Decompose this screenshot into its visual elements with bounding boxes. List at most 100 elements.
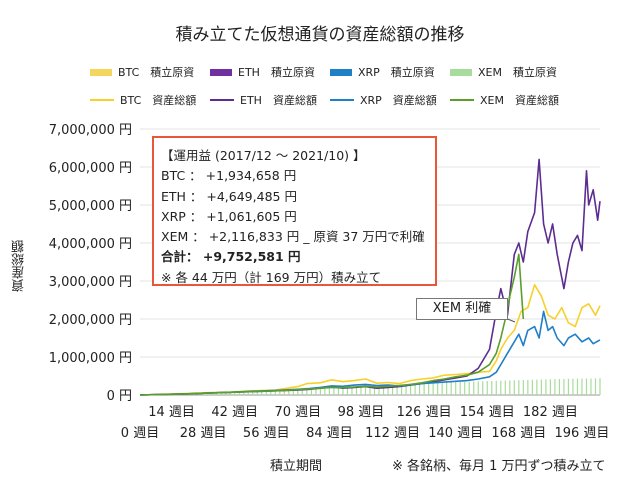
x-tick-label: 14 週目 [148,405,195,420]
principal-bar [265,389,267,395]
x-tick-label: 140 週目 [428,426,483,441]
principal-bar [288,388,290,395]
legend-row-principal: BTC 積立原資 ETH 積立原資 XRP 積立原資 XEM 積立原資 [90,58,630,86]
principal-bar [409,383,412,395]
summary-note: ※ 各 44 万円（計 169 万円）積み立て [161,269,382,285]
principal-bar [554,379,556,395]
y-tick-label: 1,000,000 円 [49,351,132,366]
principal-bar [297,388,299,395]
principal-bar [301,388,303,395]
principal-bar [594,378,597,395]
principal-bar [400,384,403,395]
principal-bar [567,378,570,395]
y-tick-label: 7,000,000 円 [49,123,132,138]
principal-bar [342,386,344,395]
y-tick-label: 3,000,000 円 [49,275,132,290]
series-line-xrp [139,310,601,396]
principal-bar [563,378,565,395]
principal-bar [315,387,317,395]
x-axis-title: 積立期間 [270,459,323,474]
y-tick-label: 5,000,000 円 [49,199,132,214]
principal-bar [337,387,340,395]
principal-bar [590,378,592,395]
legend-swatch [450,68,472,76]
principal-bar [545,379,547,395]
principal-bar [405,384,407,395]
principal-bar [396,384,398,395]
principal-bar [522,379,524,395]
principal-bar [446,382,448,395]
principal-bar [274,389,276,395]
principal-bar [238,391,240,395]
legend-label: ETH 資産総額 [240,94,317,107]
legend-label: BTC 積立原資 [118,66,195,79]
legend: BTC 積立原資 ETH 積立原資 XRP 積立原資 XEM 積立原資 BTC … [90,58,630,114]
legend-item-eth-total: ETH 資産総額 [210,92,330,108]
legend-item-xem-total: XEM 資産総額 [450,92,570,108]
x-tick-label: 182 週目 [523,405,578,420]
principal-bar [270,389,272,395]
principal-bar [581,378,583,395]
legend-item-btc-total: BTC 資産総額 [90,92,210,108]
principal-bar [414,383,416,395]
principal-bar [319,387,321,395]
principal-bar [310,388,312,395]
principal-bar [292,388,294,395]
x-tick-label: 56 週目 [243,426,290,441]
xem-callout: XEM 利確 [416,298,508,320]
principal-bar [428,383,430,395]
principal-bar [509,380,511,395]
principal-bar [423,383,425,395]
principal-bar [558,379,561,395]
principal-bar [500,380,502,395]
principal-bar [464,381,466,395]
legend-swatch [210,68,232,76]
principal-bar [504,380,506,395]
principal-bar [419,383,421,395]
chart-title: 積み立てた仮想通貨の資産総額の推移 [175,25,465,45]
series-line-btc [139,283,601,396]
legend-swatch [210,99,234,101]
principal-bar [229,391,231,395]
summary-total: 合計： +9,752,581 円 [161,249,301,265]
x-tick-label: 42 週目 [211,405,258,420]
principal-bar [373,385,376,395]
principal-bar [585,378,588,395]
legend-label: XEM 資産総額 [480,94,559,107]
principal-bar [468,381,470,395]
x-tick-label: 84 週目 [306,426,353,441]
legend-label: XRP 積立原資 [358,66,435,79]
legend-row-total: BTC 資産総額 ETH 資産総額 XRP 資産総額 XEM 資産総額 [90,86,630,114]
principal-bar [279,389,281,395]
principal-bar [491,380,493,395]
principal-bar [477,381,479,395]
principal-bar [482,381,484,395]
principal-bar [256,390,258,395]
summary-btc: BTC ： +1,934,658 円 [161,168,297,184]
x-tick-label: 0 週目 [121,426,159,441]
legend-item-xem-principal: XEM 積立原資 [450,64,570,80]
x-tick-label: 98 週目 [338,405,385,420]
principal-bar [261,390,263,395]
principal-bar [495,380,497,395]
y-tick-label: 2,000,000 円 [49,313,132,328]
principal-bar [536,379,538,395]
legend-swatch [330,68,352,76]
principal-bar [549,379,551,395]
legend-swatch [90,99,114,101]
legend-item-xrp-total: XRP 資産総額 [330,92,450,108]
y-tick-label: 4,000,000 円 [49,237,132,252]
x-tick-label: 112 週目 [365,426,420,441]
x-tick-label: 70 週目 [274,405,321,420]
principal-bar [576,378,579,395]
summary-xem: XEM ： +2,116,833 円 _ 原資 37 万円で利確 [161,229,425,245]
principal-bar [247,390,249,395]
legend-swatch [330,99,354,101]
x-tick-label: 154 週目 [460,405,515,420]
x-tick-label: 196 週目 [554,426,609,441]
principal-bar [364,385,367,395]
principal-bar [540,379,542,395]
principal-bar [351,386,353,395]
principal-bar [437,382,439,395]
principal-bar [527,379,529,395]
